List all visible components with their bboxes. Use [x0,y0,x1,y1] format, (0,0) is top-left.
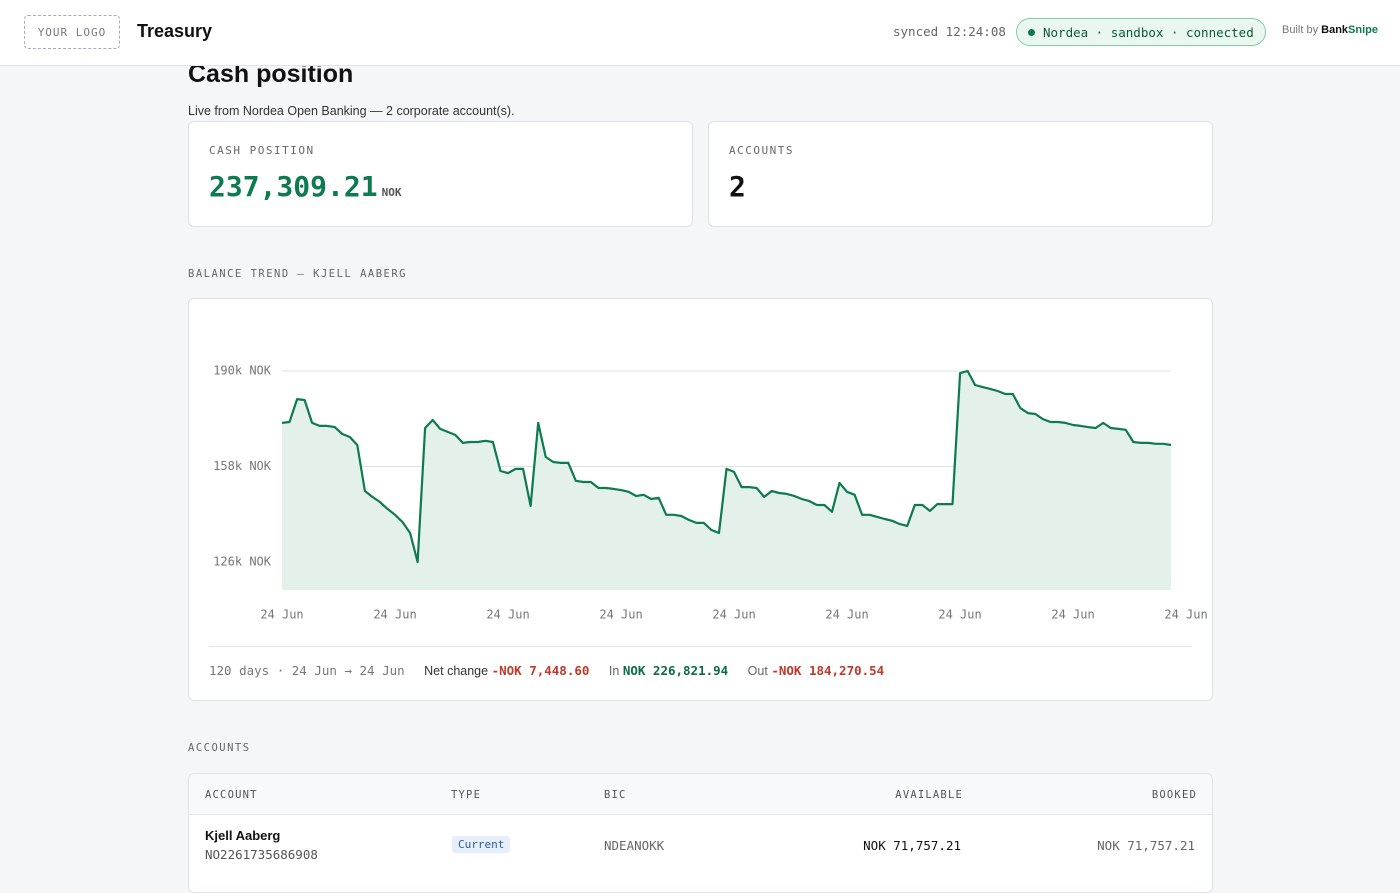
status-pill: Nordea · sandbox · connected [1016,18,1266,46]
card-value: 2 [729,170,746,203]
built-by: Built by BankSnipe [1282,24,1378,36]
chart-summary: 120 days · 24 Jun → 24 Jun Net change -N… [209,663,884,678]
accounts-card: ACCOUNTS 2 [708,121,1213,227]
column-header: TYPE [451,789,482,801]
brand-a: Bank [1321,24,1349,36]
available: NOK 71,757.21 [863,838,961,853]
card-value: 237,309.21 NOK [209,170,401,203]
chart-card: 126k NOK 158k NOK 190k NOK 24 Jun 24 Jun 24 J… [188,298,1213,701]
logo[interactable]: YOUR LOGO [24,15,120,49]
x-tick-label: 24 Jun [373,608,416,622]
chart: 126k NOK 158k NOK 190k NOK 24 Jun 24 Jun 24 J… [213,364,1208,622]
page-subtitle: Live from Nordea Open Banking — 2 corpor… [188,104,515,118]
range: 120 days · 24 Jun → 24 Jun [209,663,405,678]
status-text: Nordea · sandbox · connected [1043,24,1254,40]
line [281,369,1172,564]
area [282,371,1171,590]
table-header: ACCOUNT TYPE BIC AVAILABLE BOOKED [189,774,1212,815]
section-label: BALANCE TREND — KJELL AABERG [188,268,408,280]
section-label: ACCOUNTS [188,742,251,754]
cash-value: 237,309.21 [209,170,378,203]
out-value: -NOK 184,270.54 [771,663,885,678]
app-title: Treasury [137,21,213,41]
cash-unit: NOK [381,186,402,199]
status-dot [1028,28,1035,36]
account-name[interactable]: Kjell Aaberg [205,828,281,843]
x-tick-label: 24 Jun [938,608,981,622]
built-by-label: Built by [1282,24,1319,36]
x-tick-label: 24 Jun [599,608,642,622]
cash-card: CASH POSITION 237,309.21 NOK [188,121,693,227]
net-value: -NOK 7,448.60 [491,663,590,678]
x-tick-label: 24 Jun [260,608,303,622]
column-header: BIC [604,789,627,801]
column-header: AVAILABLE [895,789,963,801]
x-tick-label: 24 Jun [1164,608,1207,622]
in-label: In [608,664,620,678]
x-tick-label: 24 Jun [486,608,529,622]
y-tick-label: 126k NOK [213,554,272,568]
synced: synced 12:24:08 [893,24,1006,39]
column-header: BOOKED [1151,789,1197,801]
y-tick-label: 190k NOK [213,364,272,378]
card-label: CASH POSITION [209,144,315,157]
card-label: ACCOUNTS [729,144,794,157]
y-tick-label: 158k NOK [213,459,272,473]
x-tick-label: 24 Jun [1051,608,1094,622]
bic: NDEANOKK [604,838,665,853]
top-bar: YOUR LOGO Treasury synced 12:24:08 Norde… [0,0,1400,66]
x-tick-label: 24 Jun [825,608,868,622]
x-tick-label: 24 Jun [712,608,755,622]
in-value: NOK 226,821.94 [622,663,729,678]
accounts-table: ACCOUNT TYPE BIC AVAILABLE BOOKED Kjell … [188,773,1213,893]
brand-b: Snipe [1348,24,1378,36]
type-badge: Current [452,836,511,853]
divider [209,646,1192,647]
net-label: Net change [424,664,489,678]
column-header: ACCOUNT [205,789,258,801]
out-label: Out [747,664,768,678]
booked: NOK 71,757.21 [1097,838,1195,853]
account-iban: NO2261735686908 [205,847,318,862]
